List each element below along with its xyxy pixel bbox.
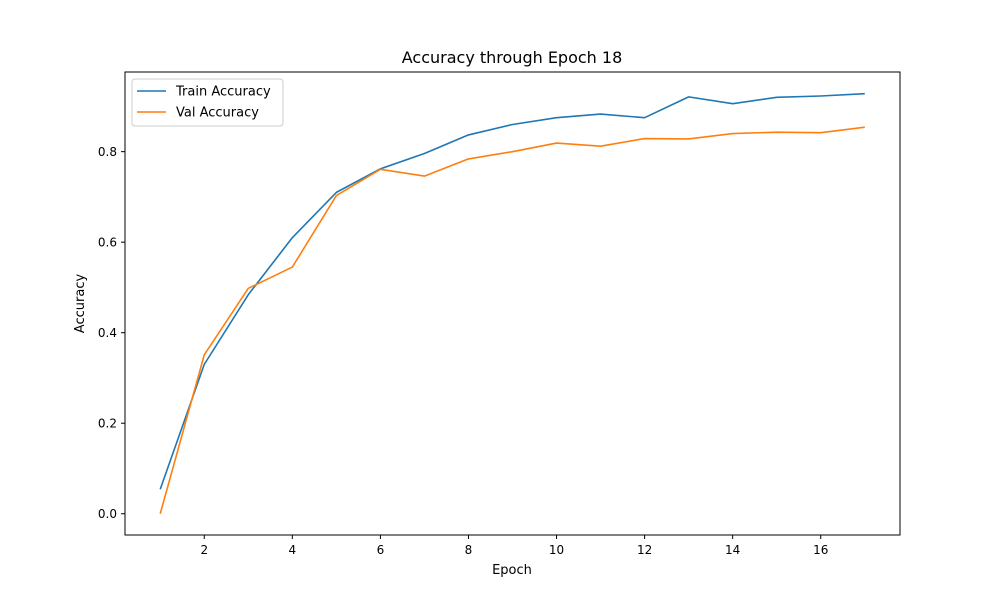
x-tick-label: 10 — [549, 543, 564, 557]
y-tick-label: 0.0 — [98, 507, 117, 521]
y-tick-label: 0.4 — [98, 326, 117, 340]
y-tick-label: 0.2 — [98, 417, 117, 431]
x-tick-label: 8 — [465, 543, 473, 557]
x-tick-label: 16 — [813, 543, 828, 557]
legend-label: Val Accuracy — [176, 106, 259, 121]
legend-label: Train Accuracy — [175, 85, 271, 100]
x-tick-label: 6 — [377, 543, 385, 557]
x-tick-label: 4 — [289, 543, 297, 557]
y-tick-label: 0.8 — [98, 145, 117, 159]
chart-title: Accuracy through Epoch 18 — [402, 48, 623, 67]
x-axis-label: Epoch — [492, 563, 532, 578]
x-tick-label: 2 — [200, 543, 208, 557]
x-tick-label: 12 — [637, 543, 652, 557]
x-tick-label: 14 — [725, 543, 740, 557]
y-axis-label: Accuracy — [73, 274, 88, 334]
legend: Train Accuracy Val Accuracy — [132, 79, 283, 126]
y-tick-label: 0.6 — [98, 236, 117, 250]
